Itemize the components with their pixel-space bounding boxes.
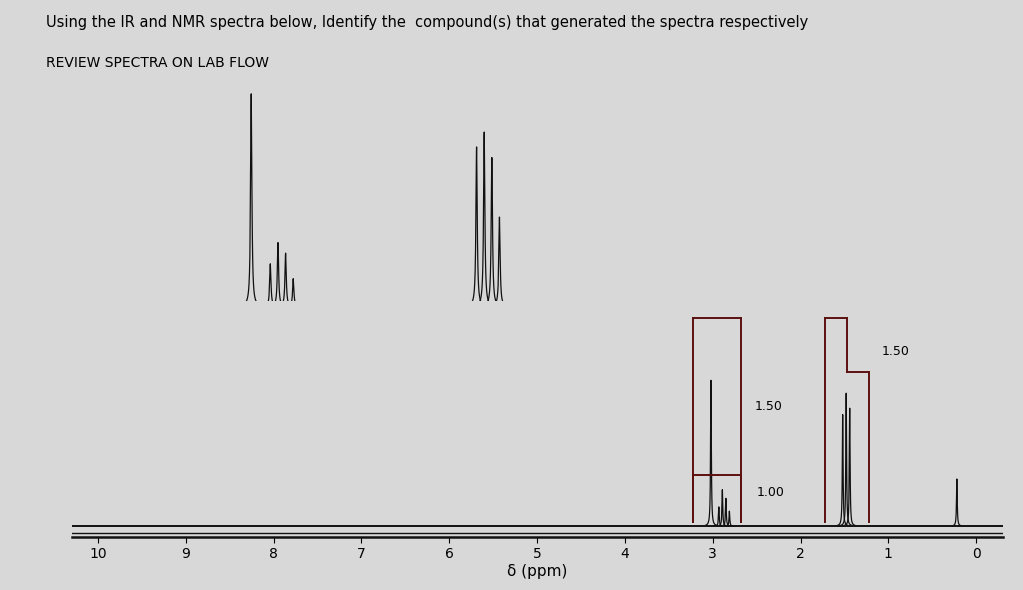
X-axis label: δ (ppm): δ (ppm) [286, 340, 348, 355]
Text: 1.50: 1.50 [882, 345, 909, 358]
X-axis label: δ (ppm): δ (ppm) [506, 564, 568, 579]
Text: Using the IR and NMR spectra below, Identify the  compound(s) that generated the: Using the IR and NMR spectra below, Iden… [46, 15, 808, 30]
Text: 1.00: 1.00 [757, 486, 785, 499]
Text: 1.50: 1.50 [755, 401, 783, 414]
Text: REVIEW SPECTRA ON LAB FLOW: REVIEW SPECTRA ON LAB FLOW [46, 56, 269, 70]
